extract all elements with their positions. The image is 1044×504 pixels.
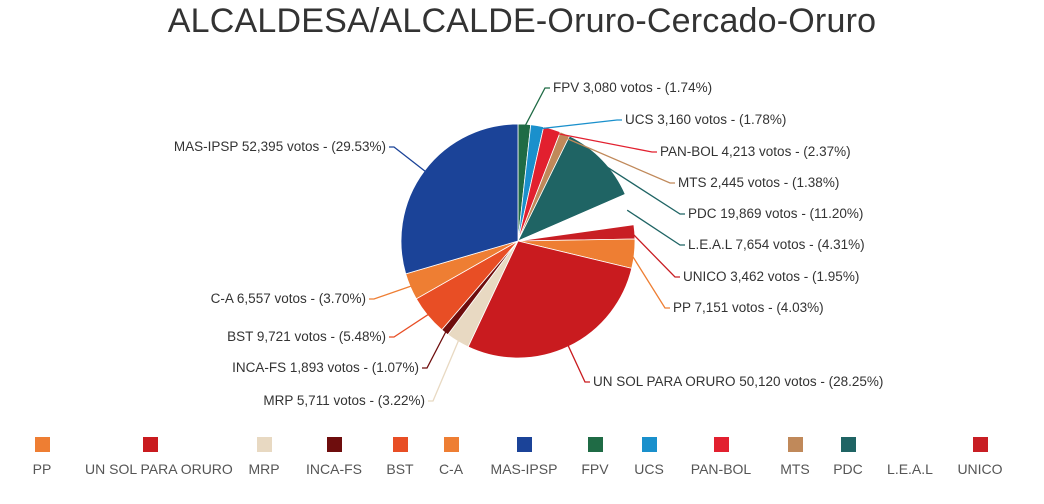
leader-line-pdc (599, 162, 685, 215)
slice-label-inca-fs: INCA-FS 1,893 votos - (1.07%) (232, 360, 419, 375)
legend-swatch (713, 437, 729, 452)
legend-item-fpv[interactable]: FPV (530, 432, 660, 477)
leader-line-un-sol-para-oruro (566, 343, 590, 383)
leader-line-unico (630, 231, 680, 278)
pie-chart: FPV 3,080 votos - (1.74%) UCS 3,160 votos… (174, 80, 883, 408)
legend-label: L.E.A.L (887, 461, 933, 477)
slice-label-mrp: MRP 5,711 votos - (3.22%) (263, 393, 425, 408)
legend-label: MTS (780, 461, 810, 477)
legend-swatch (443, 437, 459, 452)
leader-line-ucs (536, 119, 622, 130)
slice-label-pdc: PDC 19,869 votos - (11.20%) (688, 206, 863, 221)
slice-label-un-sol-para-oruro: UN SOL PARA ORURO 50,120 votos - (28.25%… (593, 374, 883, 389)
pie-slice-pdc[interactable] (517, 135, 626, 242)
legend-item-pp[interactable]: PP (0, 432, 107, 477)
slice-label-mts: MTS 2,445 votos - (1.38%) (678, 175, 839, 190)
slice-label-mas-ipsp: MAS-IPSP 52,395 votos - (29.53%) (174, 139, 386, 154)
slice-label-pan-bol: PAN-BOL 4,213 votos - (2.37%) (660, 144, 851, 159)
slice-label-l-e-a-l: L.E.A.L 7,654 votos - (4.31%) (688, 237, 865, 252)
pie-slices (400, 123, 636, 359)
legend-swatch (142, 437, 158, 452)
legend-label: PP (32, 461, 52, 477)
slice-label-c-a: C-A 6,557 votos - (3.70%) (211, 291, 366, 306)
legend-label: MAS-IPSP (490, 461, 558, 477)
legend-swatch (326, 437, 342, 452)
legend-label: C-A (438, 461, 464, 477)
leader-line-mts (563, 136, 675, 184)
legend-swatch (972, 437, 988, 452)
legend-swatch (256, 437, 272, 452)
leader-line-bst (389, 312, 431, 338)
legend-item-mts[interactable]: MTS (730, 432, 860, 477)
legend-item-bst[interactable]: BST (335, 432, 465, 477)
legend-item-mrp[interactable]: MRP (199, 432, 329, 477)
legend-label: UNICO (957, 461, 1003, 477)
legend-label: UCS (634, 461, 664, 477)
legend-swatch (787, 437, 803, 452)
legend-swatch (902, 437, 918, 452)
legend-swatch (516, 437, 532, 452)
slice-label-ucs: UCS 3,160 votos - (1.78%) (625, 112, 786, 127)
slice-label-fpv: FPV 3,080 votos - (1.74%) (553, 80, 712, 95)
leader-line-mas-ipsp (389, 146, 428, 174)
leader-line-mrp (428, 337, 461, 402)
leader-line-c-a (369, 284, 414, 300)
legend-label: INCA-FS (306, 461, 362, 477)
legend-swatch (587, 437, 603, 452)
legend-label: UN SOL PARA ORURO (85, 461, 233, 477)
legend-item-unico[interactable]: UNICO (915, 432, 1044, 477)
legend-swatch (840, 437, 856, 452)
legend-swatch (641, 437, 657, 452)
legend-swatch (34, 437, 50, 452)
legend-label: PAN-BOL (690, 461, 752, 477)
legend-label: MRP (248, 461, 280, 477)
legend-item-pan-bol[interactable]: PAN-BOL (656, 432, 786, 477)
legend-label: BST (386, 461, 414, 477)
legend: PP UN SOL PARA ORURO MRP INCA-FS BST C-A MAS-I… (0, 432, 1044, 492)
pie-labels: FPV 3,080 votos - (1.74%) UCS 3,160 votos… (174, 80, 883, 408)
chart-title: ALCALDESA/ALCALDE-Oruro-Cercado-Oruro (167, 2, 877, 40)
legend-swatch (392, 437, 408, 452)
legend-item-l-e-a-l[interactable]: L.E.A.L (845, 432, 975, 477)
leader-line-l-e-a-l (626, 209, 685, 246)
slice-label-bst: BST 9,721 votos - (5.48%) (227, 329, 386, 344)
slice-label-unico: UNICO 3,462 votos - (1.95%) (683, 269, 859, 284)
legend-item-inca-fs[interactable]: INCA-FS (269, 432, 399, 477)
legend-item-pdc[interactable]: PDC (783, 432, 913, 477)
legend-item-c-a[interactable]: C-A (386, 432, 516, 477)
legend-item-un-sol-para-oruro[interactable]: UN SOL PARA ORURO (85, 432, 233, 477)
legend-label: PDC (833, 461, 863, 477)
leader-line-pp (630, 253, 670, 309)
legend-label: FPV (581, 461, 609, 477)
leader-line-inca-fs (422, 329, 448, 369)
legend-item-mas-ipsp[interactable]: MAS-IPSP (459, 432, 589, 477)
leader-line-pan-bol (550, 131, 657, 153)
slice-label-pp: PP 7,151 votos - (4.03%) (673, 300, 824, 315)
legend-item-ucs[interactable]: UCS (584, 432, 714, 477)
leader-line-fpv (523, 87, 550, 129)
